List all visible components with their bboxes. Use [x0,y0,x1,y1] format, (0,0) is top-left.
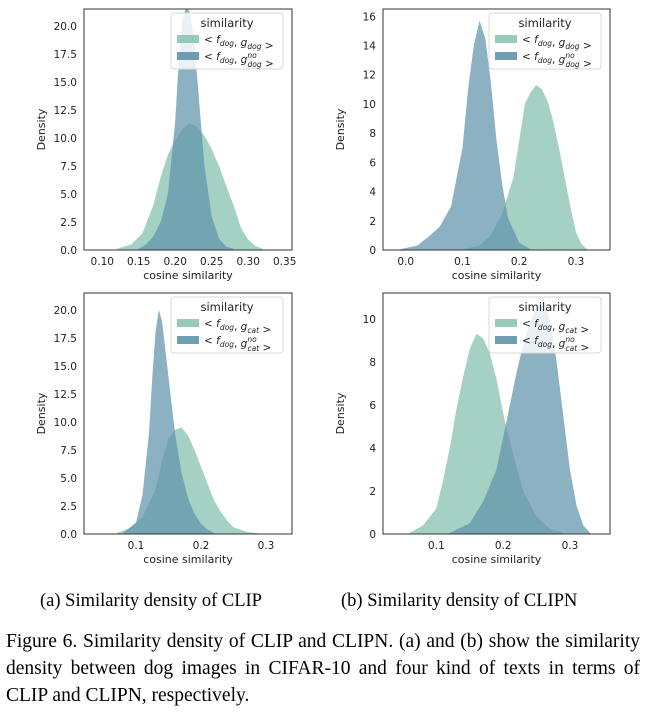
y-tick-label: 16 [363,11,377,23]
legend-swatch-2 [177,52,199,60]
x-tick-label: 0.1 [428,540,445,552]
y-axis-label: Density [35,108,48,150]
subcaption-b: (b) Similarity density of CLIPN [341,591,578,611]
chart-panel-top-right: 0.0 0.1 0.2 0.3 0 2 4 6 8 10 12 14 16 cosine similari… [334,8,611,282]
y-tick-label: 20.0 [54,21,77,33]
y-tick-label: 17.5 [54,49,77,61]
y-tick-label: 0 [369,529,376,541]
plot-frame [83,8,293,251]
legend-label: < fdog, gno cat > [522,335,589,354]
legend-swatch-2 [495,336,517,344]
legend: similarity < fdog, gcat >< fdog, gno cat > [170,296,284,354]
x-tick-label: 0.35 [273,256,296,268]
y-tick-label: 10.0 [54,417,77,429]
x-axis-label: cosine similarity [143,269,233,282]
y-tick-label: 0.0 [60,529,77,541]
density-area-series-2 [123,309,214,534]
x-tick-label: 0.3 [562,540,579,552]
legend-swatch-1 [495,35,517,43]
x-tick-label: 0.30 [237,256,260,268]
y-tick-label: 8 [369,357,376,369]
legend-label: < fdog, gcat > [204,318,271,336]
plot-frame [83,292,293,535]
x-tick-label: 0.15 [127,256,150,268]
y-tick-label: 0.0 [60,245,77,257]
y-axis-label: Density [334,108,347,150]
legend-swatch-1 [177,35,199,43]
legend-label: < fdog, gno dog > [204,51,274,70]
legend-swatch-2 [177,336,199,344]
legend: similarity < fdog, gcat >< fdog, gno cat > [488,296,602,354]
chart-panel-bottom-right: 0.1 0.2 0.3 0 2 4 6 8 10 cosine similarity Density… [334,292,611,566]
density-area-series-2 [138,9,234,250]
x-axis-label: cosine similarity [452,269,542,282]
legend-title: similarity [518,300,571,314]
y-tick-label: 17.5 [54,333,77,345]
y-tick-label: 4 [369,443,376,455]
figure-caption: Figure 6. Similarity density of CLIP and… [6,631,640,706]
legend: similarity < fdog, gdog >< fdog, gno dog > [170,12,284,70]
legend-title: similarity [200,300,253,314]
y-axis-label: Density [35,392,48,434]
y-tick-label: 4 [369,187,376,199]
y-tick-label: 7.5 [60,445,77,457]
y-tick-label: 6 [369,157,376,169]
y-tick-label: 12 [363,70,376,82]
legend-swatch-2 [495,52,517,60]
x-tick-label: 0.3 [258,540,275,552]
plot-frame [382,8,611,251]
legend-label: < fdog, gno cat > [204,335,271,354]
legend-title: similarity [200,16,253,30]
y-tick-label: 8 [369,128,376,140]
legend-label: < fdog, gdog > [204,34,274,52]
chart-panel-bottom-left: 0.1 0.2 0.3 0.0 2.5 5.0 7.5 10.0 12.5 15.0 17.5 20.… [35,292,293,566]
y-tick-label: 14 [363,41,377,53]
y-tick-label: 0 [369,245,376,257]
y-tick-label: 10 [363,99,376,111]
legend-swatch-1 [177,319,199,327]
x-tick-label: 0.1 [454,256,471,268]
density-area-series-1 [409,333,564,534]
legend-label: < fdog, gno dog > [522,51,592,70]
x-tick-label: 0.2 [511,256,528,268]
y-tick-label: 10 [363,314,376,326]
chart-panel-top-left: 0.10 0.15 0.20 0.25 0.30 0.35 0.0 2.5 5.0 7.5 10.0… [35,8,296,282]
density-area-series-1 [462,85,588,250]
y-tick-label: 12.5 [54,105,77,117]
y-tick-label: 2.5 [60,501,77,513]
x-tick-label: 0.2 [495,540,512,552]
y-tick-label: 15.0 [54,77,77,89]
x-tick-label: 0.20 [164,256,187,268]
y-tick-label: 5.0 [60,189,77,201]
x-axis-label: cosine similarity [452,553,542,566]
x-tick-label: 0.0 [397,256,414,268]
y-tick-label: 2 [369,486,376,498]
y-tick-label: 2 [369,216,376,228]
density-area-series-2 [400,20,531,250]
x-tick-label: 0.3 [568,256,585,268]
figure-panels: 0.10 0.15 0.20 0.25 0.30 0.350.02.55.07.510.0… [35,8,611,566]
y-tick-label: 12.5 [54,389,77,401]
y-tick-label: 20.0 [54,305,77,317]
x-tick-label: 0.25 [200,256,223,268]
legend-title: similarity [518,16,571,30]
x-axis-label: cosine similarity [143,553,233,566]
y-tick-label: 6 [369,400,376,412]
legend: similarity < fdog, gdog >< fdog, gno dog > [488,12,602,70]
y-axis-label: Density [334,392,347,434]
plot-frame [382,292,611,535]
density-area-series-2 [449,301,590,534]
x-tick-label: 0.2 [193,540,210,552]
y-tick-label: 2.5 [60,217,77,229]
x-tick-label: 0.1 [128,540,145,552]
legend-label: < fdog, gcat > [522,318,589,336]
subcaption-a: (a) Similarity density of CLIP [40,591,262,611]
legend-label: < fdog, gdog > [522,34,592,52]
y-tick-label: 10.0 [54,133,77,145]
y-tick-label: 7.5 [60,161,77,173]
x-tick-label: 0.10 [91,256,114,268]
y-tick-label: 5.0 [60,473,77,485]
y-tick-label: 15.0 [54,361,77,373]
legend-swatch-1 [495,319,517,327]
